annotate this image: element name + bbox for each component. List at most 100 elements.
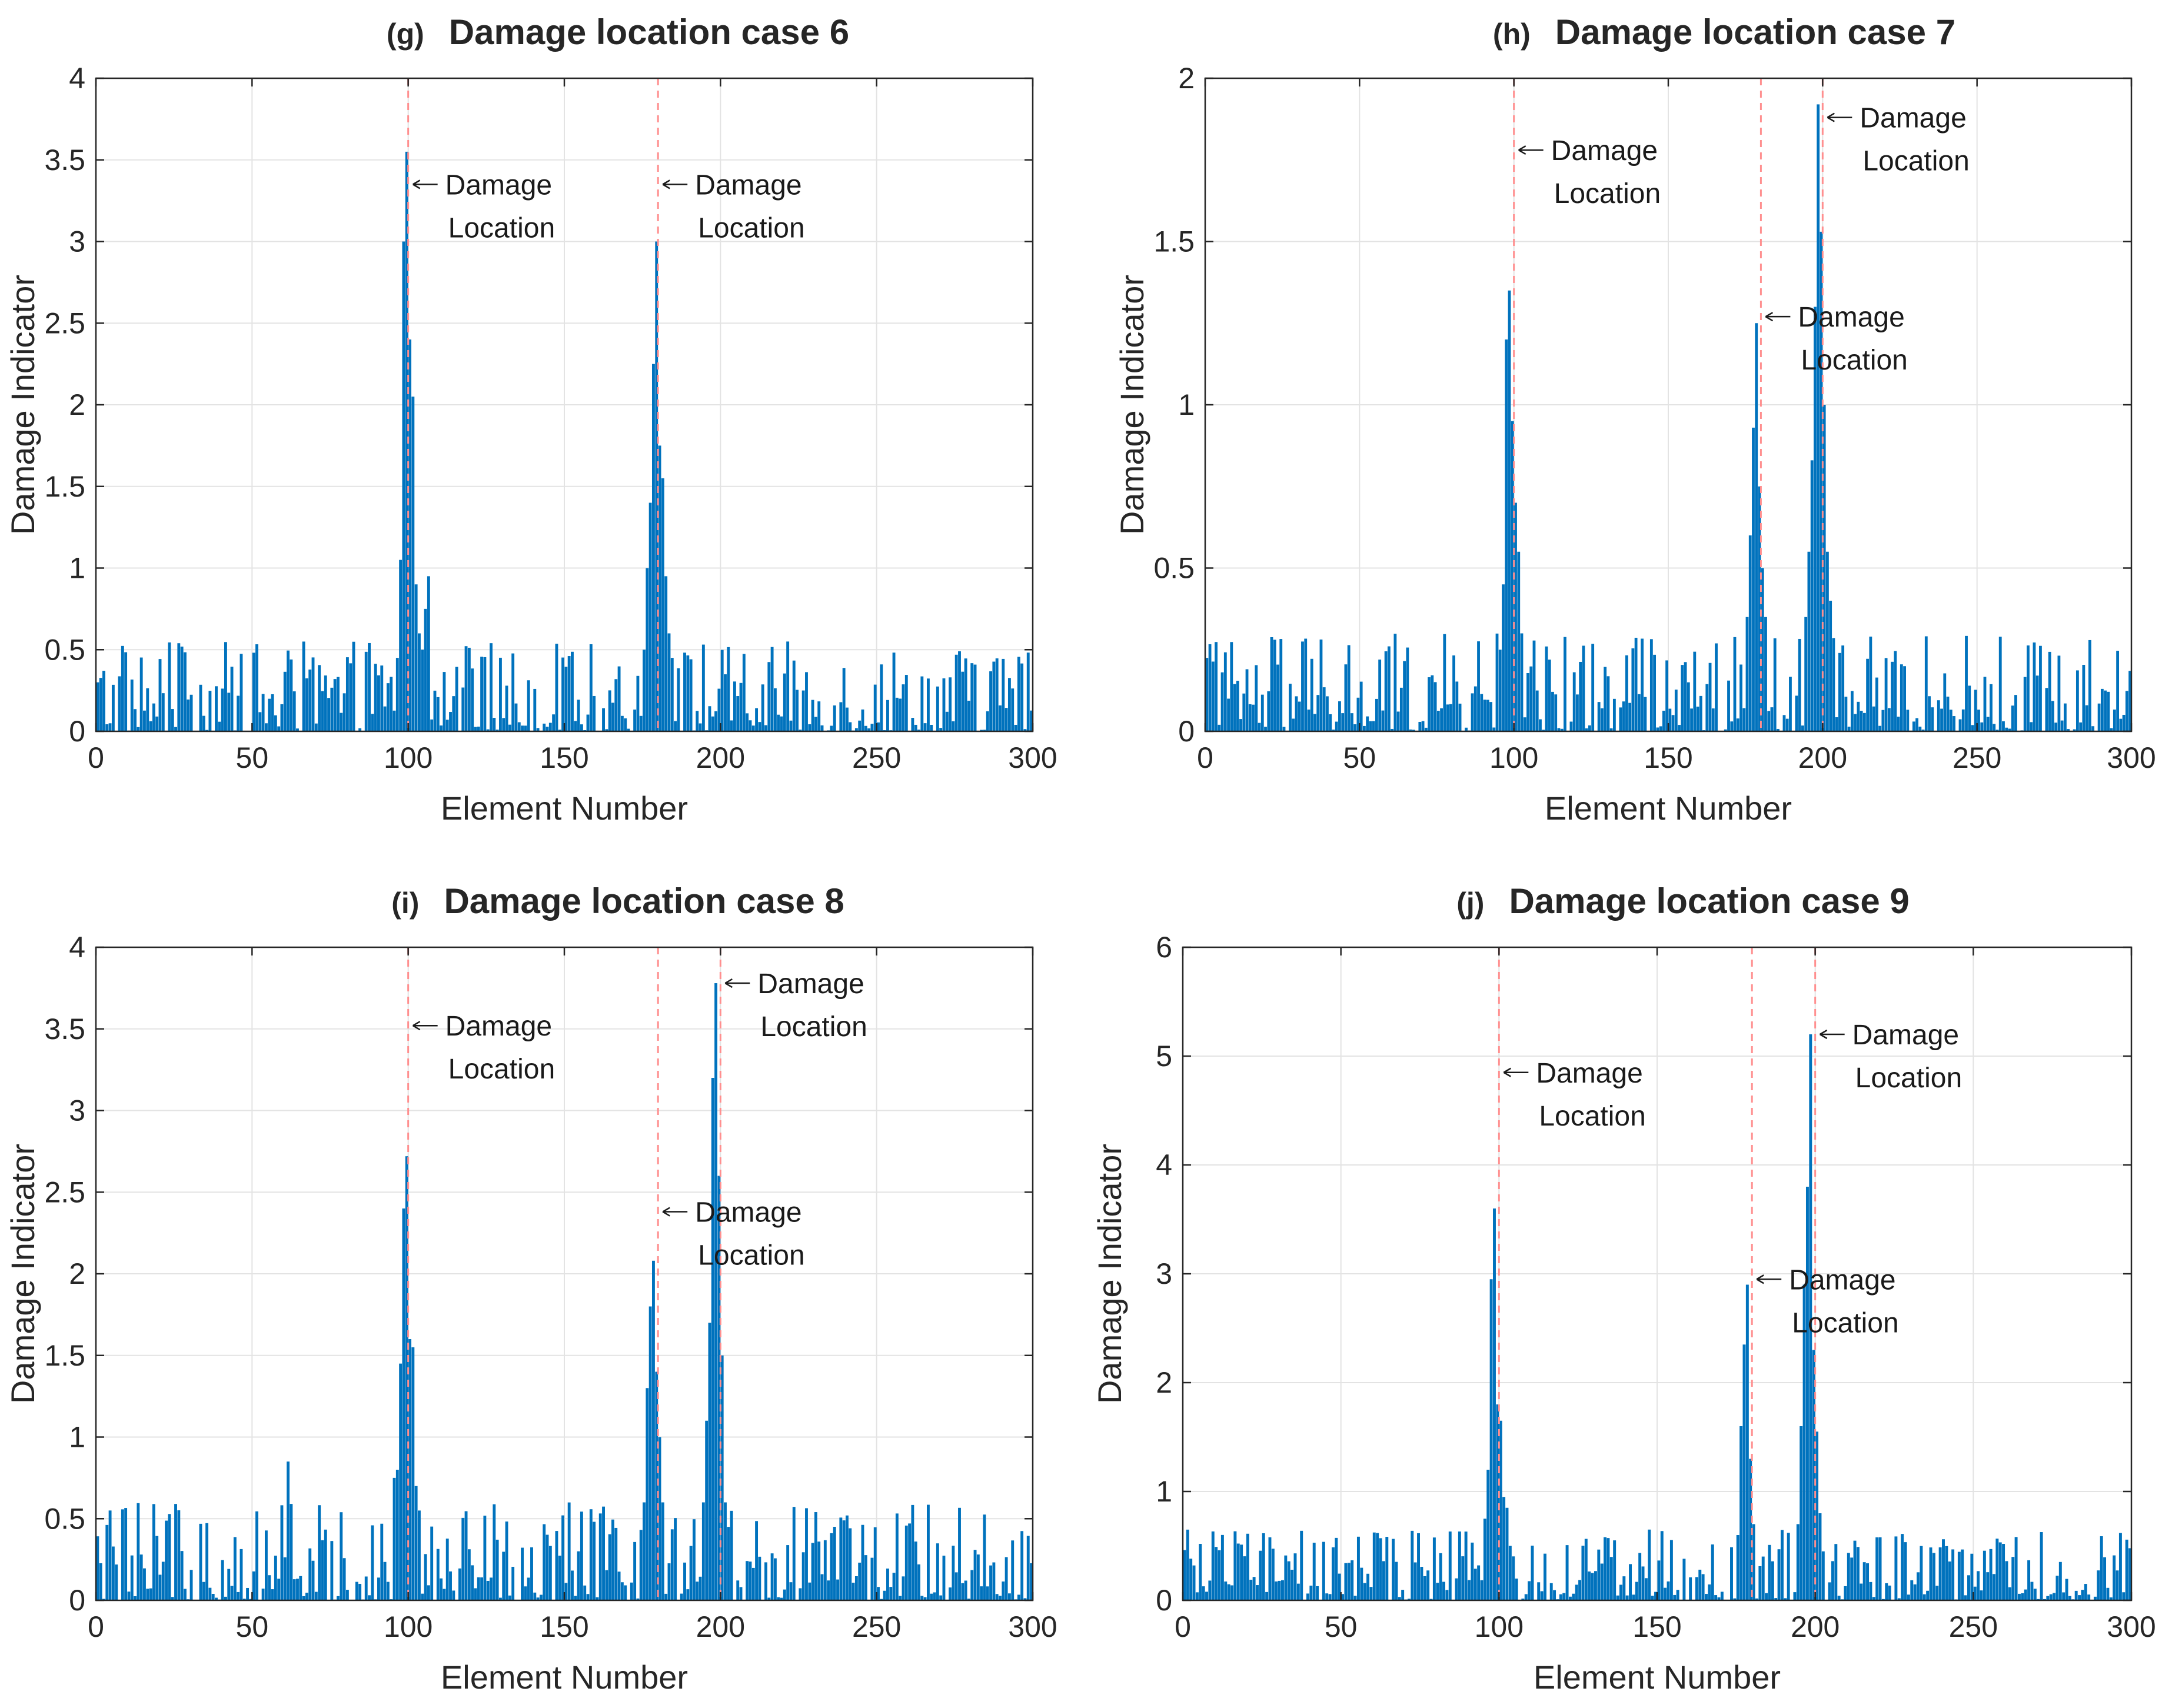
y-tick-label: 2 [1156,1366,1172,1399]
bar [1869,1582,1872,1600]
bar [1906,710,1910,731]
bar [405,151,408,731]
bar [1233,1531,1237,1600]
bar [1771,1561,1774,1600]
bar [1973,1586,1977,1600]
bar [2058,1561,2062,1600]
bar [574,721,577,731]
bar [1477,641,1480,731]
bar [1220,1534,1224,1600]
bar [574,1596,577,1600]
bar [1755,1598,1758,1600]
bar [1542,730,1545,731]
bar [1957,1551,1961,1600]
bar [1585,728,1588,731]
bar [1511,421,1514,731]
bar [1268,1537,1272,1600]
bar [1847,727,1851,731]
bar [652,364,655,731]
bar [1576,694,1579,731]
bar [1651,1596,1654,1600]
bar [161,693,165,731]
bar [1818,1513,1822,1600]
bar [280,1505,284,1600]
bar [402,241,405,731]
bar [692,1519,696,1600]
bar [1682,1559,1686,1600]
bar [292,691,296,731]
bar [1192,1565,1196,1600]
bar [440,1578,443,1600]
bar [161,1561,165,1600]
bar [561,657,564,731]
bar [1995,1539,1999,1600]
bar [964,658,967,731]
x-axis-label: Element Number [1545,790,1792,827]
bar [1477,1565,1481,1600]
bar [548,1546,552,1600]
bar [1208,1580,1212,1600]
bar [2100,688,2104,731]
bar [1208,644,1212,731]
bar [1307,710,1310,731]
bar [1399,687,1403,731]
bar [2128,671,2131,731]
bar [1211,1531,1215,1600]
bar [954,654,958,731]
y-tick-label: 1 [69,552,85,585]
bar [1942,1539,1945,1600]
bar [1777,728,1780,731]
bar [1483,1519,1486,1600]
bar [1739,664,1742,731]
bar [1802,1284,1806,1600]
bar [1736,1535,1739,1600]
bar [770,647,774,731]
bar [380,1523,384,1600]
x-tick-label: 0 [1175,1610,1191,1643]
bar [1543,1553,1546,1600]
bar [648,1306,652,1600]
bar [1554,694,1558,731]
bar [1401,1590,1405,1600]
bar [464,1511,468,1600]
bar [2048,651,2051,731]
bar [383,1561,387,1600]
bar [264,723,268,731]
bar [1023,729,1027,731]
bar [683,652,686,731]
annotation-label: Damage [1551,135,1658,167]
bar [1521,1599,1525,1600]
bar [1248,704,1252,731]
bar [1980,1590,1983,1600]
bar [1805,1187,1809,1600]
annotation-label: Damage [757,968,864,1000]
bar [230,1586,234,1600]
bar [1820,231,1823,732]
bar [602,1506,605,1600]
bar [118,676,121,731]
bar [299,1576,302,1600]
bar [490,1577,493,1600]
bar [208,691,212,731]
bar [2068,1596,2071,1600]
bar [1653,654,1657,731]
bar [1265,1592,1269,1600]
bar [308,669,312,731]
bar [2104,690,2107,731]
bar [1421,721,1425,731]
bar [854,728,858,731]
bar [433,690,437,731]
bar [820,1574,824,1600]
bar [2053,1593,2056,1600]
bar [1715,643,1718,731]
bar [1532,640,1536,731]
bar [652,1260,655,1600]
bar [1296,1583,1300,1600]
bar [483,657,487,731]
bar [1252,1577,1256,1600]
bar [486,729,490,731]
y-tick-label: 3.5 [44,144,85,177]
bar [1236,1543,1240,1600]
bar [134,709,137,731]
bar [1565,1545,1569,1600]
